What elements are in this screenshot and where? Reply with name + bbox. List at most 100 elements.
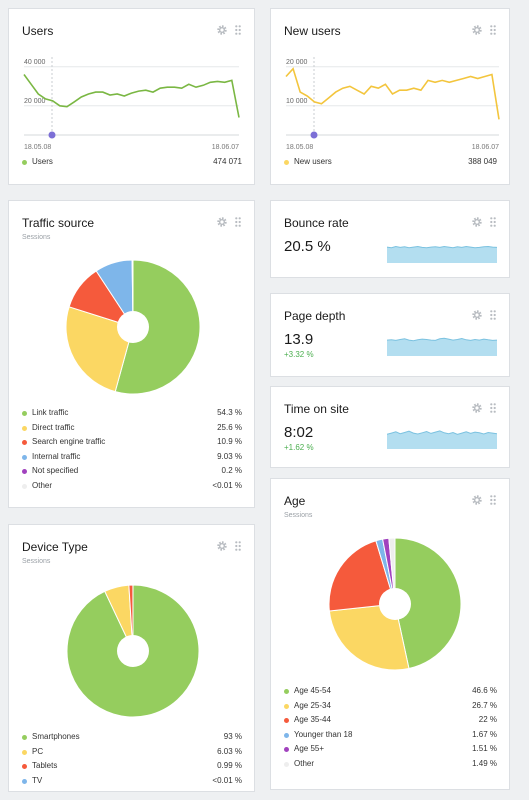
card-title: Time on site (284, 402, 349, 416)
legend-value: 10.9 % (217, 437, 242, 446)
gear-icon[interactable] (471, 402, 483, 414)
card-title: New users (284, 24, 341, 38)
annotation-marker[interactable] (310, 131, 318, 139)
card-controls (471, 494, 496, 506)
users-card: Users 40 000 20 000 18.05.08 18.06.07 Users… (8, 8, 255, 185)
legend-value: 9.03 % (217, 451, 242, 461)
legend-value: <0.01 % (212, 775, 242, 785)
legend-item[interactable]: Smartphones 93 % (22, 730, 242, 745)
legend-item[interactable]: Users 474 071 (22, 155, 242, 170)
series-line[interactable] (285, 67, 500, 120)
x-tick-label: 18.05.08 (286, 144, 313, 151)
legend-item[interactable]: Younger than 18 1.67 % (284, 728, 497, 743)
pie-slice[interactable] (114, 259, 201, 395)
pie-slice[interactable] (394, 537, 462, 670)
new-users-line-chart[interactable]: 20 000 10 000 18.05.08 18.06.07 (271, 51, 511, 155)
legend-label: Smartphones (32, 732, 80, 741)
pie-slice[interactable] (328, 540, 396, 612)
x-tick-label: 18.05.08 (24, 144, 51, 151)
legend-item[interactable]: Age 45-54 46.6 % (284, 684, 497, 699)
card-title: Page depth (284, 309, 346, 323)
drag-handle-icon[interactable] (235, 541, 241, 551)
traffic-pie-chart[interactable] (9, 201, 256, 401)
legend-dot (22, 160, 27, 165)
time-sparkline[interactable] (387, 427, 497, 449)
pie-slice[interactable] (388, 537, 396, 605)
legend-dot (22, 778, 27, 784)
legend-item[interactable]: Age 35-44 22 % (284, 713, 497, 728)
legend-label: Tablets (32, 761, 58, 770)
sparkline-line (387, 430, 497, 435)
metric-value: 20.5 % (284, 238, 331, 255)
sparkline-area[interactable] (387, 246, 497, 264)
legend-item[interactable]: Link traffic 54.3 % (22, 406, 242, 421)
legend-item[interactable]: Not specified 0.2 % (22, 464, 242, 479)
legend-item[interactable]: Other 1.49 % (284, 757, 497, 772)
legend-label: Other (32, 480, 53, 490)
drag-handle-icon[interactable] (490, 495, 496, 505)
gear-icon[interactable] (471, 216, 483, 228)
gear-icon[interactable] (216, 216, 228, 228)
device-pie-chart[interactable] (9, 525, 256, 725)
card-controls (216, 24, 241, 36)
x-tick-label: 18.06.07 (212, 144, 239, 151)
gear-icon[interactable] (216, 24, 228, 36)
metric-delta: +3.32 % (284, 350, 314, 359)
pie-hole (379, 588, 411, 620)
card-controls (216, 216, 241, 228)
legend-dot (22, 440, 27, 445)
traffic-legend: Link traffic 54.3 % Direct traffic 25.6 % Se… (22, 406, 242, 493)
legend-dot (22, 735, 27, 740)
legend-item[interactable]: Age 25-34 26.7 % (284, 699, 497, 714)
legend-label: Link traffic (32, 408, 69, 417)
legend-dot (284, 689, 289, 694)
legend-value: 6.03 % (217, 746, 242, 756)
legend-item[interactable]: Internal traffic 9.03 % (22, 450, 242, 465)
legend-dot (22, 483, 27, 489)
series-line[interactable] (23, 74, 240, 118)
drag-handle-icon[interactable] (235, 25, 241, 35)
card-title: Traffic source (22, 216, 95, 230)
gear-icon[interactable] (216, 540, 228, 552)
y-tick-label: 40 000 (24, 59, 46, 66)
legend-value: 0.2 % (221, 466, 242, 475)
legend-value: 1.49 % (472, 758, 497, 768)
drag-handle-icon[interactable] (490, 217, 496, 227)
x-tick-label: 18.06.07 (472, 144, 499, 151)
age-pie-chart[interactable] (271, 479, 511, 679)
y-tick-label: 10 000 (286, 98, 308, 105)
device-legend: Smartphones 93 % PC 6.03 % Tablets 0.99 % TV <0… (22, 730, 242, 788)
legend-label: Internal traffic (32, 451, 81, 461)
sparkline-area[interactable] (387, 338, 497, 356)
drag-handle-icon[interactable] (235, 217, 241, 227)
annotation-marker[interactable] (48, 131, 56, 139)
new-users-legend: New users 388 049 (284, 155, 497, 170)
card-controls (471, 309, 496, 321)
legend-item[interactable]: Age 55+ 1.51 % (284, 742, 497, 757)
sparkline-area[interactable] (387, 430, 497, 449)
gear-icon[interactable] (471, 24, 483, 36)
age-legend: Age 45-54 46.6 % Age 25-34 26.7 % Age 35-44 2… (284, 684, 497, 771)
drag-handle-icon[interactable] (490, 25, 496, 35)
legend-item[interactable]: Direct traffic 25.6 % (22, 421, 242, 436)
legend-item[interactable]: New users 388 049 (284, 155, 497, 170)
legend-item[interactable]: Tablets 0.99 % (22, 759, 242, 774)
pie-slice[interactable] (65, 306, 134, 393)
drag-handle-icon[interactable] (490, 403, 496, 413)
legend-item[interactable]: Other <0.01 % (22, 479, 242, 494)
legend-dot (284, 718, 289, 723)
gear-icon[interactable] (471, 309, 483, 321)
depth-sparkline[interactable] (387, 334, 497, 356)
legend-item[interactable]: Search engine traffic 10.9 % (22, 435, 242, 450)
legend-item[interactable]: PC 6.03 % (22, 745, 242, 760)
card-controls (471, 24, 496, 36)
drag-handle-icon[interactable] (490, 310, 496, 320)
users-line-chart[interactable]: 40 000 20 000 18.05.08 18.06.07 (9, 51, 256, 155)
legend-item[interactable]: TV <0.01 % (22, 774, 242, 789)
gear-icon[interactable] (471, 494, 483, 506)
card-controls (471, 216, 496, 228)
bounce-sparkline[interactable] (387, 241, 497, 263)
legend-value: 93 % (223, 732, 242, 741)
pie-slice[interactable] (328, 603, 410, 671)
card-title: Age (284, 494, 306, 508)
